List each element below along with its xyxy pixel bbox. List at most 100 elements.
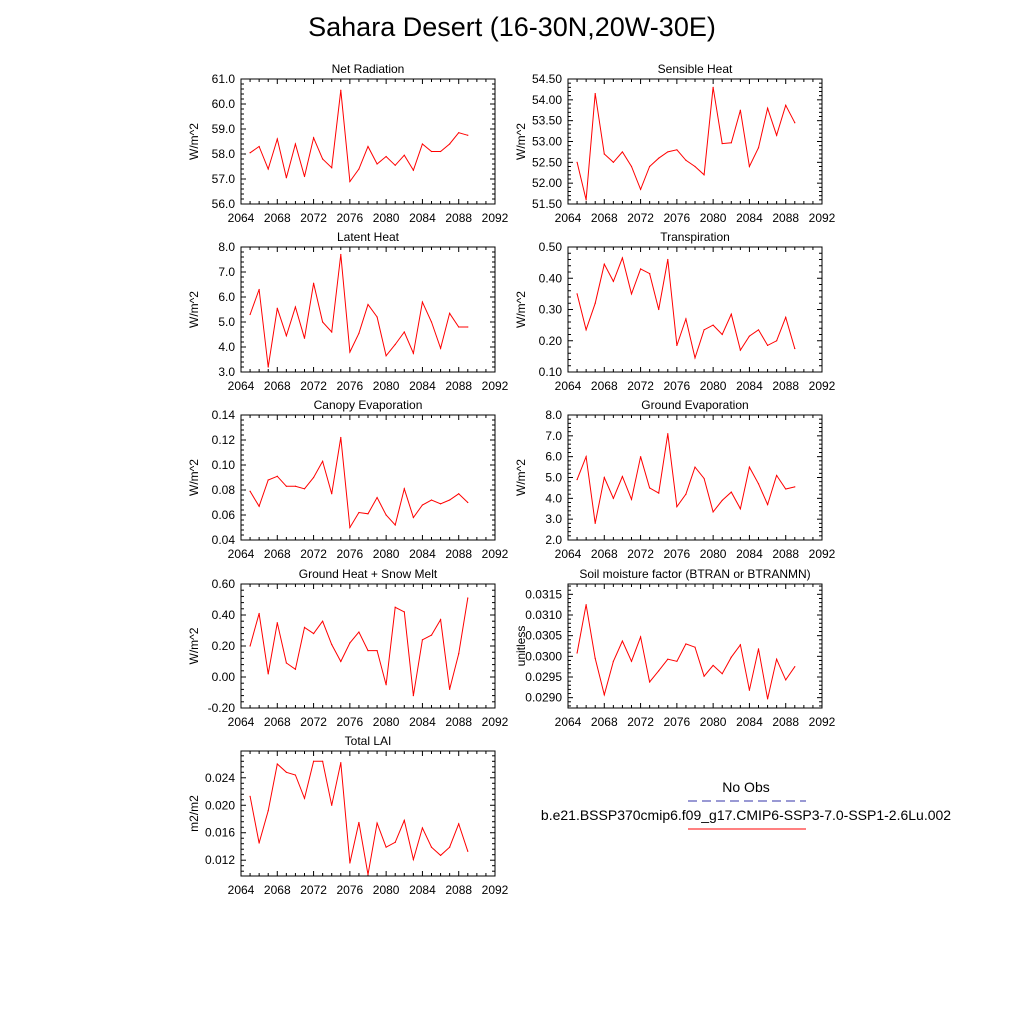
y-tick-label: 3.0 bbox=[218, 365, 235, 379]
data-point bbox=[748, 466, 751, 468]
data-point bbox=[712, 511, 714, 513]
data-point bbox=[276, 138, 278, 140]
data-point bbox=[757, 483, 760, 485]
data-point bbox=[585, 456, 587, 458]
x-tick-label: 2092 bbox=[482, 379, 509, 393]
data-point bbox=[649, 165, 651, 168]
data-point bbox=[403, 154, 405, 156]
x-tick-label: 2084 bbox=[409, 379, 436, 393]
data-point bbox=[612, 660, 614, 662]
x-tick-label: 2080 bbox=[700, 211, 727, 225]
data-point bbox=[603, 694, 605, 696]
data-point bbox=[794, 486, 796, 488]
data-point bbox=[322, 460, 324, 462]
data-point bbox=[349, 351, 351, 353]
x-tick-label: 2080 bbox=[373, 379, 400, 393]
data-point bbox=[349, 180, 351, 183]
data-point bbox=[694, 646, 696, 648]
data-point bbox=[367, 513, 369, 515]
y-tick-label: 0.60 bbox=[212, 577, 236, 591]
data-point bbox=[294, 143, 297, 145]
y-axis-label: W/m^2 bbox=[514, 291, 528, 328]
x-tick-label: 2092 bbox=[809, 715, 836, 729]
y-tick-label: 6.0 bbox=[545, 450, 562, 464]
data-point bbox=[603, 153, 605, 155]
data-point bbox=[458, 653, 460, 655]
data-point bbox=[594, 657, 596, 660]
data-point bbox=[349, 526, 351, 529]
series-line bbox=[249, 597, 469, 696]
y-tick-label: 53.50 bbox=[532, 114, 562, 128]
data-point bbox=[249, 152, 251, 154]
y-tick-label: 0.40 bbox=[539, 271, 563, 285]
data-point bbox=[322, 620, 324, 622]
data-point bbox=[721, 333, 723, 336]
data-point bbox=[694, 357, 696, 359]
data-point bbox=[331, 493, 333, 495]
y-tick-label: 51.50 bbox=[532, 197, 562, 211]
data-point bbox=[639, 188, 642, 191]
data-point bbox=[439, 619, 442, 621]
data-point bbox=[439, 854, 442, 856]
data-point bbox=[703, 329, 705, 331]
data-point bbox=[358, 332, 360, 334]
data-point bbox=[285, 771, 287, 773]
data-point bbox=[630, 498, 633, 500]
data-point bbox=[794, 122, 796, 124]
series-line bbox=[249, 760, 469, 875]
data-point bbox=[576, 478, 578, 481]
x-tick-label: 2076 bbox=[337, 547, 364, 561]
x-tick-label: 2064 bbox=[228, 883, 255, 897]
data-point bbox=[430, 846, 433, 848]
x-tick-label: 2088 bbox=[772, 547, 799, 561]
data-point bbox=[639, 636, 642, 638]
data-point bbox=[376, 316, 378, 318]
data-point bbox=[376, 650, 378, 652]
panel-title: Soil moisture factor (BTRAN or BTRANMN) bbox=[579, 567, 810, 581]
y-tick-label: 0.04 bbox=[212, 533, 236, 547]
data-point bbox=[676, 660, 678, 662]
series-line bbox=[249, 437, 469, 530]
data-point bbox=[276, 622, 278, 624]
data-point bbox=[658, 157, 660, 159]
y-axis-label: W/m^2 bbox=[514, 459, 528, 496]
y-tick-label: 5.0 bbox=[545, 471, 562, 485]
data-point bbox=[748, 335, 751, 337]
data-point bbox=[322, 321, 324, 323]
data-point bbox=[385, 684, 387, 686]
data-point bbox=[358, 168, 360, 170]
data-point bbox=[331, 331, 333, 333]
data-point bbox=[748, 165, 751, 168]
data-point bbox=[294, 668, 297, 670]
data-point bbox=[367, 303, 369, 306]
data-point bbox=[303, 797, 306, 799]
data-point bbox=[267, 810, 269, 812]
panel-title: Transpiration bbox=[660, 230, 730, 244]
chart-panel-8: Soil moisture factor (BTRAN or BTRANMN) u… bbox=[514, 567, 836, 729]
data-point bbox=[312, 633, 315, 635]
data-point bbox=[376, 496, 378, 499]
data-point bbox=[667, 658, 669, 660]
data-point bbox=[757, 147, 760, 149]
data-point bbox=[276, 475, 278, 477]
data-point bbox=[340, 762, 342, 764]
data-point bbox=[340, 660, 342, 663]
legend: No Obs b.e21.BSSP370cmip6.f09_g17.CMIP6-S… bbox=[541, 779, 951, 830]
x-tick-label: 2076 bbox=[337, 211, 364, 225]
data-point bbox=[794, 347, 796, 350]
data-point bbox=[403, 331, 405, 333]
data-point bbox=[340, 253, 342, 256]
data-point bbox=[322, 158, 324, 160]
data-point bbox=[403, 488, 405, 490]
data-point bbox=[467, 134, 469, 136]
y-tick-label: 59.0 bbox=[212, 122, 236, 136]
data-point bbox=[276, 307, 278, 309]
y-tick-label: 0.012 bbox=[205, 853, 235, 867]
data-point bbox=[403, 611, 405, 613]
data-point bbox=[467, 850, 469, 852]
x-tick-label: 2080 bbox=[700, 547, 727, 561]
data-point bbox=[685, 159, 687, 161]
x-tick-label: 2072 bbox=[300, 715, 327, 729]
data-point bbox=[639, 268, 642, 270]
data-point bbox=[776, 474, 778, 477]
